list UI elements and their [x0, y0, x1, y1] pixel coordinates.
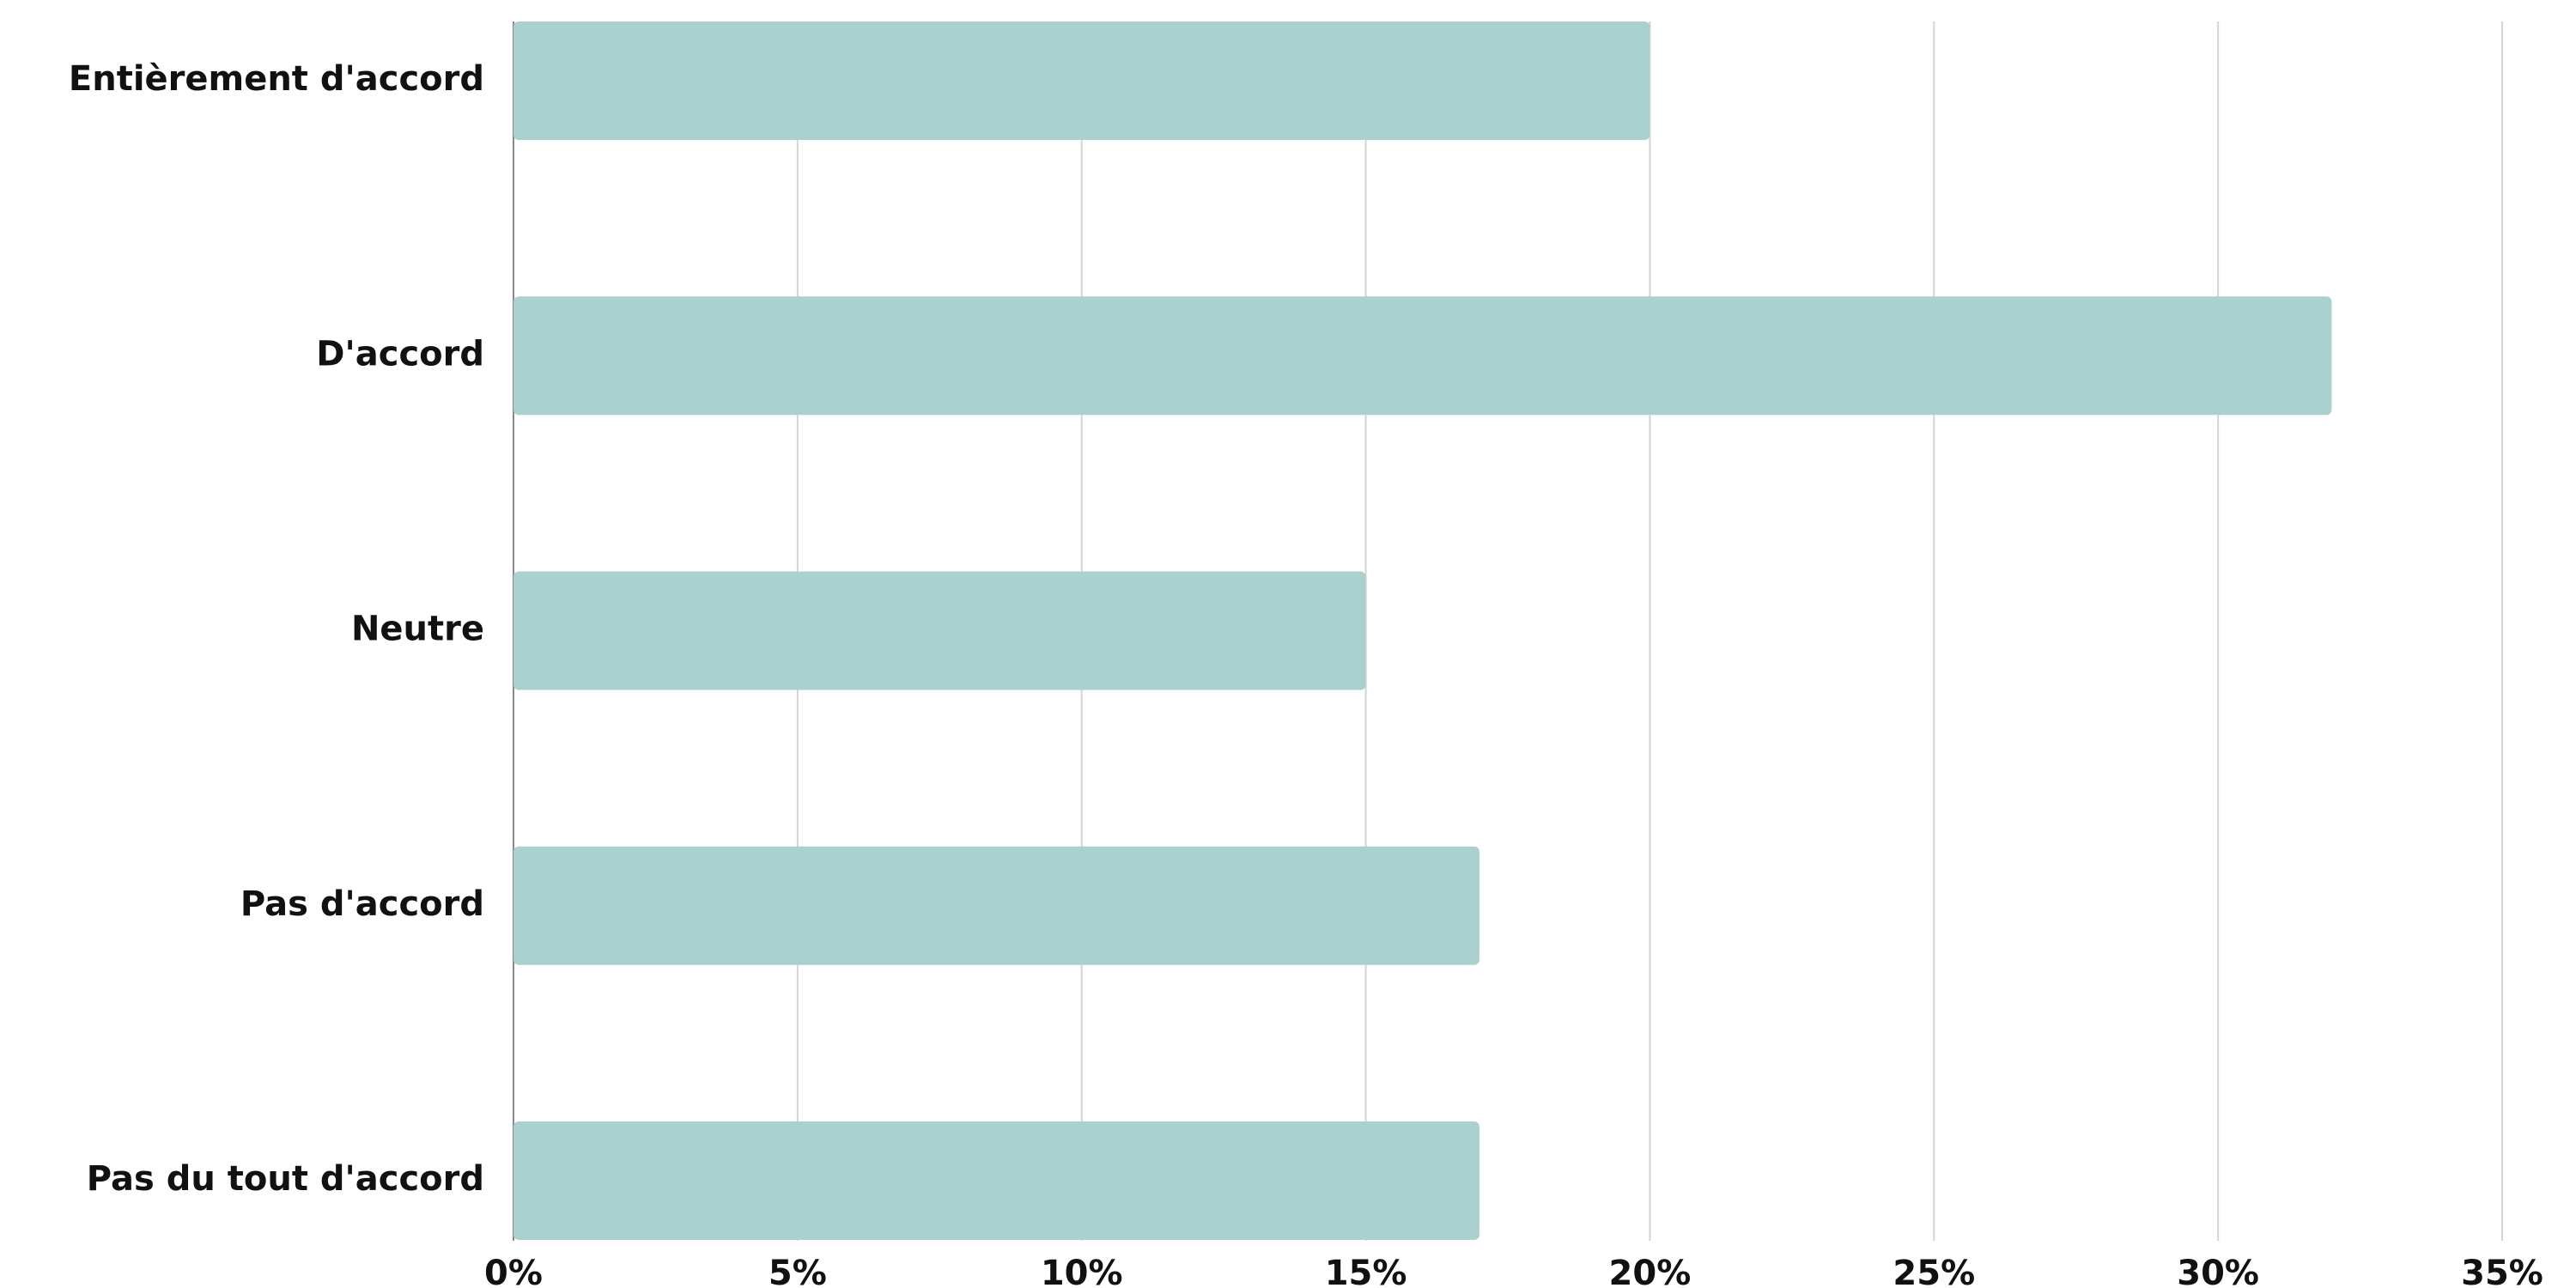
bar [513, 1121, 1479, 1240]
x-tick-label: 30% [2177, 1254, 2259, 1288]
y-tick-label: Entièrement d'accord [69, 59, 484, 99]
y-tick-label: D'accord [316, 334, 484, 374]
y-tick-label: Pas d'accord [240, 884, 484, 924]
x-tick-label: 20% [1609, 1254, 1692, 1288]
bar [513, 296, 2332, 416]
bar [513, 846, 1479, 965]
y-tick-label: Neutre [351, 610, 484, 649]
x-tick-label: 15% [1325, 1254, 1407, 1288]
x-tick-label: 35% [2461, 1254, 2543, 1288]
bar [513, 571, 1366, 690]
x-tick-label: 0% [484, 1254, 543, 1288]
bar [513, 21, 1650, 140]
x-tick-label: 5% [769, 1254, 827, 1288]
y-tick-label: Pas du tout d'accord [87, 1159, 484, 1199]
x-tick-label: 10% [1041, 1254, 1123, 1288]
x-tick-label: 25% [1893, 1254, 1975, 1288]
